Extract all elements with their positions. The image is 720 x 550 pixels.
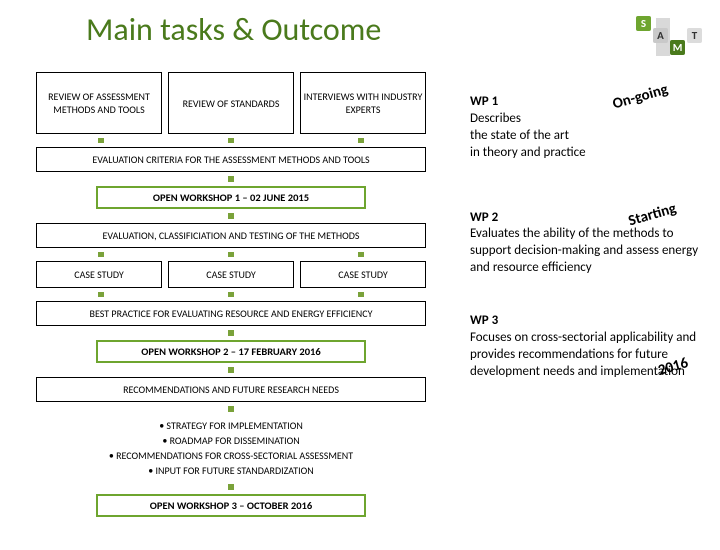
connector-stub [228,176,234,182]
wp2-text: Evaluates the ability of the methods to … [470,226,704,277]
box-workshop-3: OPEN WORKSHOP 3 – OCTOBER 2016 [96,494,366,517]
box-best-practice: BEST PRACTICE FOR EVALUATING RESOURCE AN… [36,301,426,326]
connector-stub [228,252,234,257]
bullet-item: • STRATEGY FOR IMPLEMENTATION [109,418,353,433]
box-recommendations: RECOMMENDATIONS AND FUTURE RESEARCH NEED… [36,377,426,402]
connector-stub [228,484,234,490]
box-workshop-1: OPEN WORKSHOP 1 – 02 JUNE 2015 [96,186,366,209]
wp3-heading: WP 3 [470,313,704,330]
box-review-methods: REVIEW OF ASSESSMENT METHODS AND TOOLS [36,72,162,134]
connector-stub [228,406,234,412]
connector-stub [228,330,234,336]
wp-column: WP 1 Describes the state of the art in t… [470,94,704,401]
box-workshop-2: OPEN WORKSHOP 2 – 17 FEBRUARY 2016 [96,340,366,363]
logo-s: S [636,16,651,31]
review-row: REVIEW OF ASSESSMENT METHODS AND TOOLS R… [36,72,426,134]
wp2-block: WP 2 Evaluates the ability of the method… [470,210,704,278]
connector-stub [228,213,234,219]
bullet-list: • STRATEGY FOR IMPLEMENTATION • ROADMAP … [109,418,353,478]
wp1-block: WP 1 Describes the state of the art in t… [470,94,704,162]
logo-t: T [687,28,702,43]
connector-stub [98,138,104,143]
connector-stub [358,292,364,297]
flow-column: REVIEW OF ASSESSMENT METHODS AND TOOLS R… [36,72,426,517]
connector-stub [98,252,104,257]
bullet-item: • INPUT FOR FUTURE STANDARDIZATION [109,463,353,478]
bullet-item: • RECOMMENDATIONS FOR CROSS-SECTORIAL AS… [109,448,353,463]
box-case-study: CASE STUDY [300,261,426,288]
connector-stub [228,292,234,297]
logo-a: A [653,28,668,43]
case-study-row: CASE STUDY CASE STUDY CASE STUDY [36,261,426,288]
logo-m: M [670,40,685,55]
connector-stub [228,138,234,143]
box-review-standards: REVIEW OF STANDARDS [168,72,294,134]
box-eval-class-test: EVALUATION, CLASSIFICIATION AND TESTING … [36,223,426,248]
page-title: Main tasks & Outcome [86,10,720,49]
connector-stub [228,367,234,373]
box-case-study: CASE STUDY [36,261,162,288]
wp1-text: Describes the state of the art in theory… [470,111,704,162]
bullet-item: • ROADMAP FOR DISSEMINATION [109,433,353,448]
box-evaluation-criteria: EVALUATION CRITERIA FOR THE ASSESSMENT M… [36,147,426,172]
connector-stub [358,252,364,257]
box-case-study: CASE STUDY [168,261,294,288]
connector-stub [358,138,364,143]
box-interviews: INTERVIEWS WITH INDUSTRY EXPERTS [300,72,426,134]
brand-logo: S A M T [636,16,706,60]
connector-stub [98,292,104,297]
